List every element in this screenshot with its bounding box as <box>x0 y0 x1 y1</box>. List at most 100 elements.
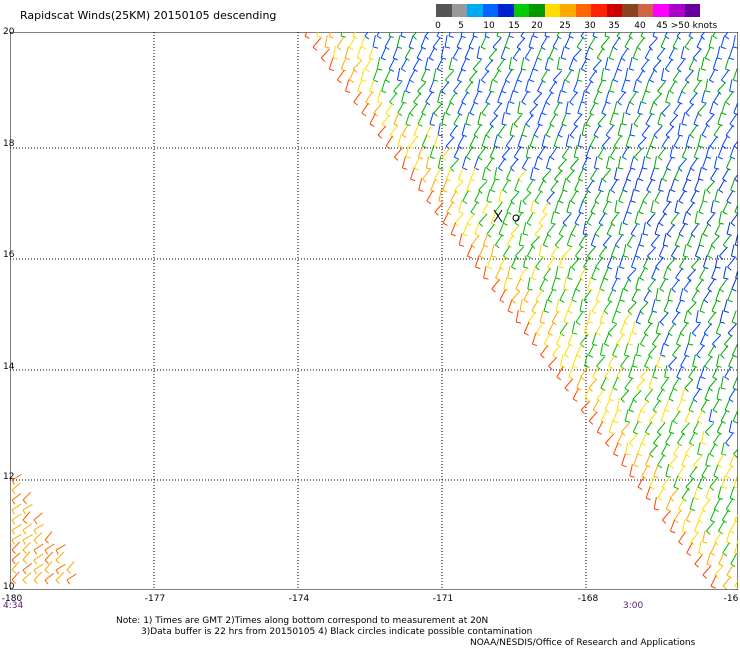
credit-line: NOAA/NESDIS/Office of Research and Appli… <box>470 638 696 648</box>
wind-barb <box>715 288 721 301</box>
wind-barb <box>508 32 511 37</box>
wind-barb <box>332 46 336 59</box>
wind-barb <box>540 36 548 48</box>
wind-barb <box>653 92 663 103</box>
wind-barb <box>493 134 498 147</box>
wind-barb-flag <box>729 57 735 61</box>
wind-barb <box>413 92 422 103</box>
wind-barb <box>389 92 398 103</box>
wind-barb <box>691 289 699 301</box>
wind-barb-flag <box>674 211 680 214</box>
wind-barb <box>730 213 738 224</box>
wind-barb <box>448 57 453 70</box>
wind-barb <box>534 224 544 235</box>
wind-barb <box>563 246 573 257</box>
wind-barb-flag <box>507 310 513 314</box>
wind-barb-flag <box>432 46 438 51</box>
wind-barb <box>446 201 454 213</box>
wind-barb <box>716 387 720 400</box>
wind-barb <box>513 79 518 92</box>
wind-barb <box>494 234 503 246</box>
wind-barb <box>651 333 660 345</box>
wind-barb <box>689 497 694 510</box>
wind-barb <box>640 400 649 411</box>
wind-barb-flag <box>429 123 435 126</box>
wind-barb <box>44 561 53 571</box>
wind-barb-flag <box>731 321 737 325</box>
wind-barb-flag <box>686 519 691 523</box>
wind-barb-flag <box>720 354 725 359</box>
wind-barb-flag <box>611 321 617 325</box>
wind-barb <box>673 475 679 488</box>
wind-barb <box>649 475 656 488</box>
wind-barb <box>672 36 679 48</box>
wind-barb <box>381 79 386 92</box>
wind-barb-flag <box>534 233 540 238</box>
wind-barb <box>685 508 693 521</box>
wind-barb <box>564 378 573 389</box>
wind-barb <box>312 37 322 48</box>
wind-barb <box>622 244 627 257</box>
wind-barb <box>692 388 701 400</box>
wind-barb-flag <box>617 68 623 72</box>
wind-barb-flag <box>706 156 712 159</box>
wind-barb <box>328 32 332 37</box>
wind-barb <box>563 277 567 290</box>
wind-barb <box>517 134 523 147</box>
wind-barb <box>568 365 574 378</box>
wind-barb-flag <box>734 585 738 589</box>
wind-barb-flag <box>617 101 622 106</box>
wind-barb <box>680 422 690 433</box>
wind-barb <box>469 135 477 147</box>
wind-barb-flag <box>588 354 594 358</box>
wind-barb <box>372 68 378 81</box>
wind-barb-flag <box>734 211 738 214</box>
wind-barb <box>441 81 450 92</box>
wind-barb-flag <box>434 145 439 149</box>
wind-barb <box>605 90 610 103</box>
legend-swatch <box>637 4 654 17</box>
wind-barb <box>672 377 680 389</box>
wind-barb-flag <box>614 178 620 181</box>
wind-barb-flag <box>721 453 727 456</box>
wind-barb-flag <box>557 101 563 104</box>
wind-barb <box>364 32 369 37</box>
wind-barb <box>461 156 467 169</box>
wind-barb-flag <box>657 90 662 95</box>
wind-barb-flag <box>640 409 646 414</box>
wind-barb <box>568 32 572 37</box>
wind-barb-flag <box>589 145 595 149</box>
wind-barb <box>590 233 596 246</box>
wind-barb-flag <box>561 90 567 93</box>
wind-barb <box>538 213 548 224</box>
wind-barb <box>569 92 578 103</box>
wind-barb <box>685 443 693 455</box>
wind-barb-flag <box>456 46 462 50</box>
wind-barb-flag <box>477 57 483 60</box>
legend-swatch <box>560 4 576 17</box>
wind-barb <box>697 134 702 147</box>
wind-barb-flag <box>594 233 600 238</box>
wind-barb-flag <box>596 398 602 403</box>
wind-barb-flag <box>405 90 411 94</box>
wind-barb <box>687 268 697 279</box>
wind-barb <box>559 289 566 301</box>
wind-barb-flag <box>709 486 715 491</box>
wind-barb <box>607 323 617 334</box>
wind-speed-legend: 0 5 10 15 20 25 30 35 40 45 >50 knots <box>435 4 717 36</box>
wind-barb-flag <box>573 90 579 94</box>
wind-barb <box>537 146 546 158</box>
wind-barb-flag <box>699 277 705 282</box>
wind-barb-flag <box>613 79 619 83</box>
wind-barb-flag <box>601 112 607 116</box>
wind-barb <box>660 378 669 389</box>
wind-barb <box>677 465 685 477</box>
wind-barb-flag <box>711 277 717 281</box>
wind-barb-flag <box>689 442 695 446</box>
wind-barb <box>616 334 624 345</box>
wind-barb <box>713 464 719 477</box>
wind-barb-flag <box>654 508 660 511</box>
wind-barb <box>614 234 623 246</box>
wind-barb <box>603 332 610 345</box>
wind-barb-flag <box>710 552 716 556</box>
